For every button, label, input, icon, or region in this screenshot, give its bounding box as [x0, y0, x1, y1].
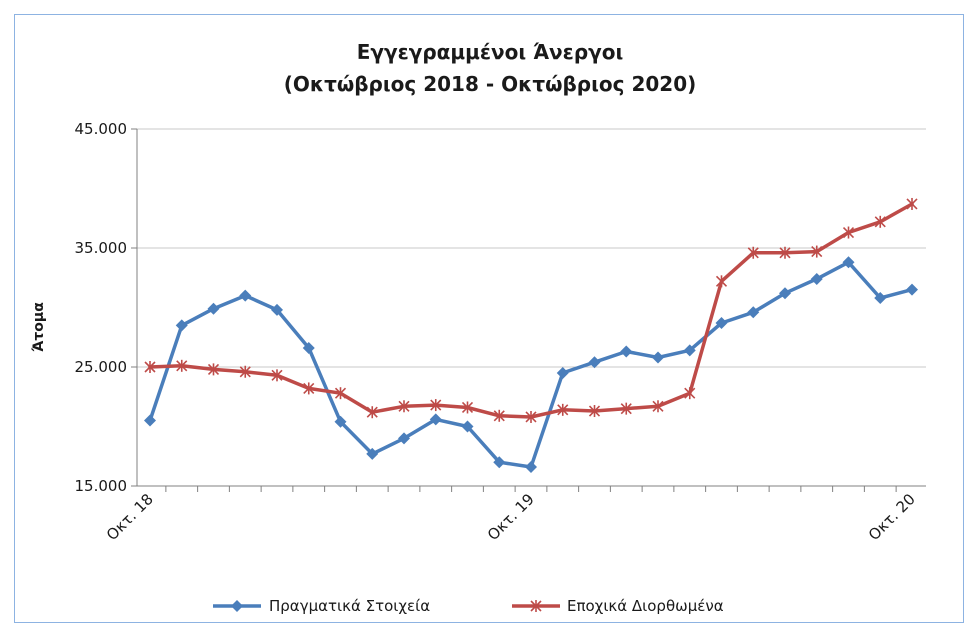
- x-tick-label: Οκτ. 18: [103, 490, 157, 544]
- data-point-actual: [525, 460, 537, 473]
- y-tick-label: 45.000: [75, 120, 128, 138]
- data-point-seasonal: [684, 387, 696, 400]
- data-point-actual: [461, 420, 474, 433]
- series: [144, 197, 918, 473]
- legend-item-actual: Πραγματικά Στοιχεία: [213, 597, 430, 615]
- data-point-actual: [271, 303, 283, 316]
- data-point-actual: [302, 341, 315, 354]
- data-point-seasonal: [303, 382, 315, 395]
- x-tick-label: Οκτ. 19: [484, 490, 538, 544]
- data-point-seasonal: [620, 402, 632, 415]
- data-point-actual: [779, 287, 791, 300]
- chart: Εγγεγραμμένοι Άνεργοι (Οκτώβριος 2018 - …: [31, 40, 926, 615]
- data-point-seasonal: [779, 246, 791, 259]
- data-point-seasonal: [144, 361, 156, 373]
- chart-container: Εγγεγραμμένοι Άνεργοι (Οκτώβριος 2018 - …: [14, 14, 964, 623]
- y-tick-label: 15.000: [75, 477, 128, 495]
- series-line-seasonal: [148, 202, 914, 419]
- data-point-seasonal: [652, 400, 664, 413]
- data-point-actual: [810, 272, 823, 285]
- legend-label-actual: Πραγματικά Στοιχεία: [269, 597, 430, 615]
- data-point-actual: [588, 356, 601, 369]
- legend-marker-actual: [231, 600, 243, 612]
- data-point-seasonal: [525, 410, 537, 423]
- legend-label-seasonal: Εποχικά Διορθωμένα: [567, 597, 724, 615]
- legend-marker-seasonal: [530, 600, 542, 612]
- data-point-seasonal: [271, 369, 283, 382]
- data-point-actual: [652, 351, 664, 364]
- data-point-actual: [747, 306, 760, 319]
- data-point-seasonal: [461, 401, 474, 414]
- data-point-seasonal: [588, 405, 601, 418]
- data-point-seasonal: [811, 245, 823, 258]
- tick-labels: 15.000 25.000 35.000 45.000 Οκτ. 18 Οκτ. 19 Οκ…: [75, 120, 919, 544]
- data-point-actual: [366, 447, 379, 460]
- chart-subtitle: (Οκτώβριος 2018 - Οκτώβριος 2020): [284, 72, 697, 96]
- data-point-actual: [144, 414, 156, 427]
- data-point-seasonal: [842, 226, 855, 239]
- data-point-actual: [556, 366, 569, 379]
- data-point-seasonal: [715, 275, 728, 288]
- data-point-seasonal: [747, 246, 759, 259]
- legend-item-seasonal: Εποχικά Διορθωμένα: [512, 597, 724, 615]
- data-point-seasonal: [176, 359, 188, 372]
- grid-lines: [137, 128, 926, 368]
- data-point-seasonal: [334, 387, 347, 400]
- data-point-actual: [620, 345, 633, 358]
- data-point-actual: [239, 289, 252, 302]
- data-point-seasonal: [493, 409, 505, 422]
- data-point-actual: [715, 316, 728, 329]
- data-point-actual: [906, 283, 918, 296]
- data-point-seasonal: [430, 399, 442, 412]
- data-point-actual: [874, 291, 887, 304]
- data-point-actual: [207, 302, 220, 315]
- data-point-actual: [175, 319, 188, 332]
- data-point-seasonal: [239, 365, 251, 378]
- y-axis-label: Άτομα: [31, 302, 47, 352]
- chart-title: Εγγεγραμμένοι Άνεργοι: [357, 40, 624, 64]
- series-line-actual: [148, 260, 914, 469]
- data-point-actual: [683, 344, 696, 357]
- data-point-seasonal: [906, 197, 918, 210]
- data-point-seasonal: [874, 215, 886, 228]
- axes: [131, 128, 926, 492]
- data-point-actual: [398, 432, 410, 445]
- data-point-seasonal: [207, 363, 220, 376]
- x-tick-label: Οκτ. 20: [865, 490, 919, 544]
- y-tick-label: 25.000: [75, 358, 128, 376]
- data-point-seasonal: [398, 400, 410, 413]
- data-point-actual: [493, 456, 506, 469]
- y-tick-label: 35.000: [75, 239, 128, 257]
- data-point-actual: [842, 256, 855, 269]
- legend: Πραγματικά Στοιχεία Εποχικά Διορθωμένα: [213, 597, 724, 615]
- data-point-actual: [429, 413, 442, 426]
- data-point-seasonal: [557, 403, 569, 416]
- data-point-actual: [334, 415, 347, 428]
- data-point-seasonal: [366, 406, 378, 419]
